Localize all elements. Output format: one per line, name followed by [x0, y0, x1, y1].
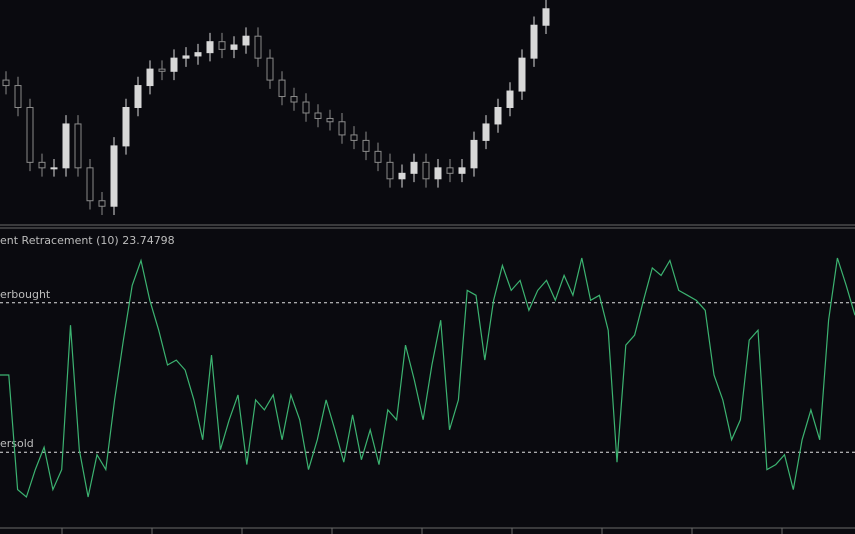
candle-body — [122, 107, 130, 147]
candle-body — [194, 52, 202, 57]
candle-body — [206, 41, 214, 54]
candle-body — [62, 123, 70, 169]
candle-body — [50, 167, 58, 170]
candle-body — [146, 68, 154, 87]
candle-body — [398, 172, 406, 180]
candle-body — [386, 161, 394, 180]
candle-body — [362, 139, 370, 152]
candle-body — [26, 107, 34, 163]
candle-body — [350, 134, 358, 141]
indicator-line — [0, 257, 855, 499]
candle-body — [314, 112, 322, 119]
candle-body — [338, 121, 346, 136]
candle-body — [230, 44, 238, 50]
candle-body — [494, 107, 502, 125]
candle-body — [242, 35, 250, 46]
candle-body — [410, 161, 418, 174]
candle-body — [326, 117, 334, 123]
candle-body — [482, 123, 490, 141]
candle-body — [2, 79, 10, 87]
candle-body — [446, 167, 454, 174]
candle-body — [110, 145, 118, 207]
candle-body — [422, 161, 430, 180]
candle-body — [458, 167, 466, 174]
candle-body — [74, 123, 82, 169]
candle-body — [38, 161, 46, 169]
candle-body — [134, 85, 142, 109]
candle-body — [14, 85, 22, 109]
candle-body — [98, 200, 106, 207]
candle-body — [266, 57, 274, 81]
candle-body — [218, 41, 226, 50]
candle-body — [278, 79, 286, 98]
candle-body — [158, 68, 166, 72]
candle-body — [470, 139, 478, 169]
indicator-title: ent Retracement (10) 23.74798 — [0, 234, 175, 247]
candle-body — [254, 35, 262, 59]
candle-body — [434, 167, 442, 180]
candle-body — [182, 55, 190, 59]
candle-body — [302, 101, 310, 114]
candle-body — [374, 150, 382, 163]
candle-body — [542, 8, 550, 26]
candle-body — [170, 57, 178, 72]
candle-body — [530, 24, 538, 59]
candle-body — [86, 167, 94, 202]
level-label: ersold — [0, 437, 34, 450]
time-ticks — [61, 528, 783, 534]
level-label: erbought — [0, 288, 51, 301]
candle-body — [506, 90, 514, 109]
candle-body — [518, 57, 526, 92]
candle-body — [290, 96, 298, 103]
